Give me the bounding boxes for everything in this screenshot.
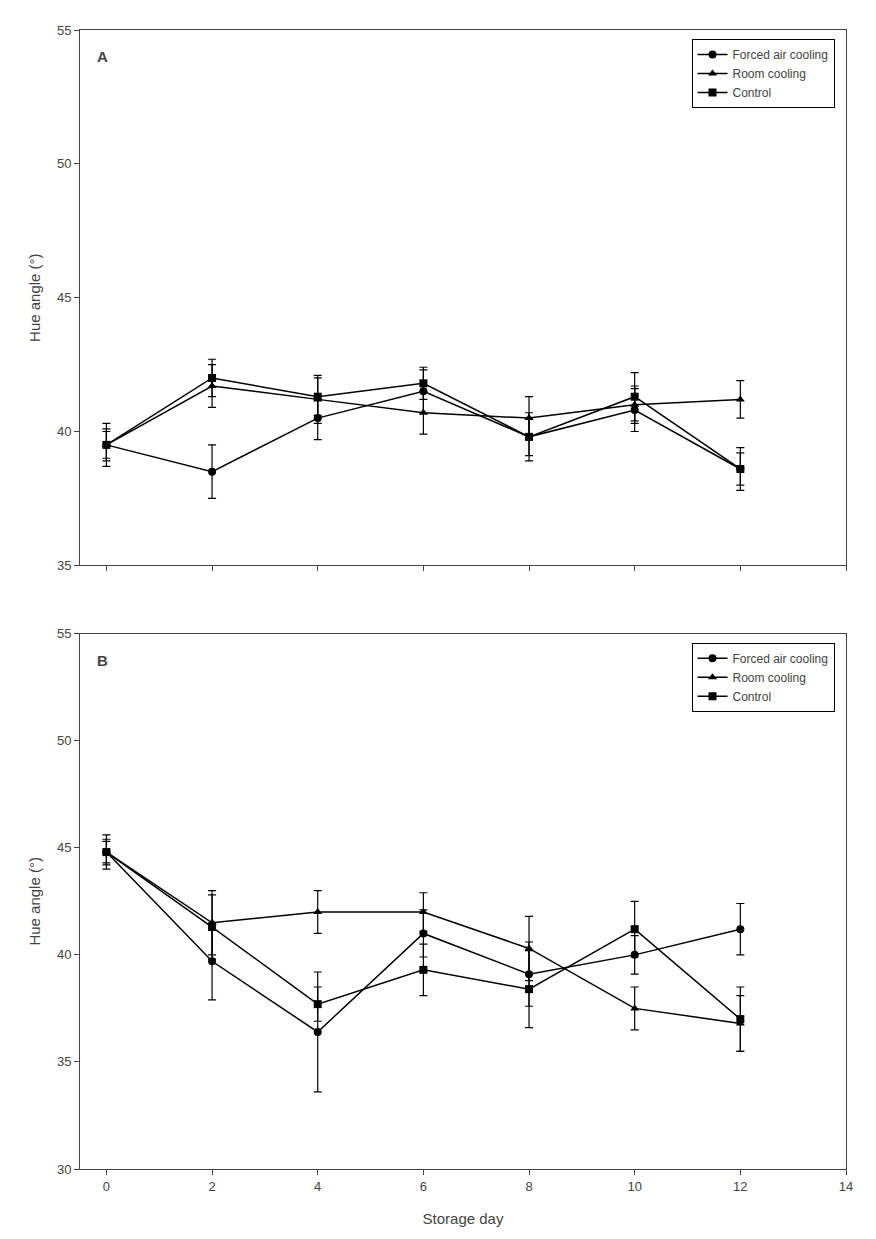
svg-text:6: 6: [420, 1179, 427, 1194]
svg-text:A: A: [97, 48, 108, 65]
svg-text:Control: Control: [733, 690, 772, 704]
svg-text:Forced air cooling: Forced air cooling: [733, 652, 828, 666]
svg-text:Control: Control: [733, 86, 772, 100]
svg-text:12: 12: [733, 1179, 747, 1194]
svg-text:Room cooling: Room cooling: [733, 67, 806, 81]
svg-text:50: 50: [57, 733, 71, 748]
svg-text:55: 55: [57, 626, 71, 641]
svg-text:B: B: [97, 652, 108, 669]
svg-text:0: 0: [103, 1179, 110, 1194]
svg-text:2: 2: [208, 1179, 215, 1194]
svg-text:Forced air cooling: Forced air cooling: [733, 48, 828, 62]
svg-text:Hue angle (°): Hue angle (°): [26, 253, 43, 342]
svg-text:45: 45: [57, 840, 71, 855]
svg-text:45: 45: [57, 290, 71, 305]
svg-text:Hue angle (°): Hue angle (°): [26, 857, 43, 946]
svg-text:35: 35: [57, 558, 71, 573]
svg-text:40: 40: [57, 947, 71, 962]
svg-text:4: 4: [314, 1179, 321, 1194]
svg-text:10: 10: [627, 1179, 641, 1194]
svg-text:Storage day: Storage day: [423, 1210, 504, 1227]
svg-text:Room cooling: Room cooling: [733, 671, 806, 685]
svg-text:40: 40: [57, 424, 71, 439]
svg-text:30: 30: [57, 1162, 71, 1177]
svg-text:8: 8: [525, 1179, 532, 1194]
svg-text:14: 14: [839, 1179, 853, 1194]
svg-text:55: 55: [57, 23, 71, 38]
svg-text:50: 50: [57, 156, 71, 171]
svg-text:35: 35: [57, 1054, 71, 1069]
